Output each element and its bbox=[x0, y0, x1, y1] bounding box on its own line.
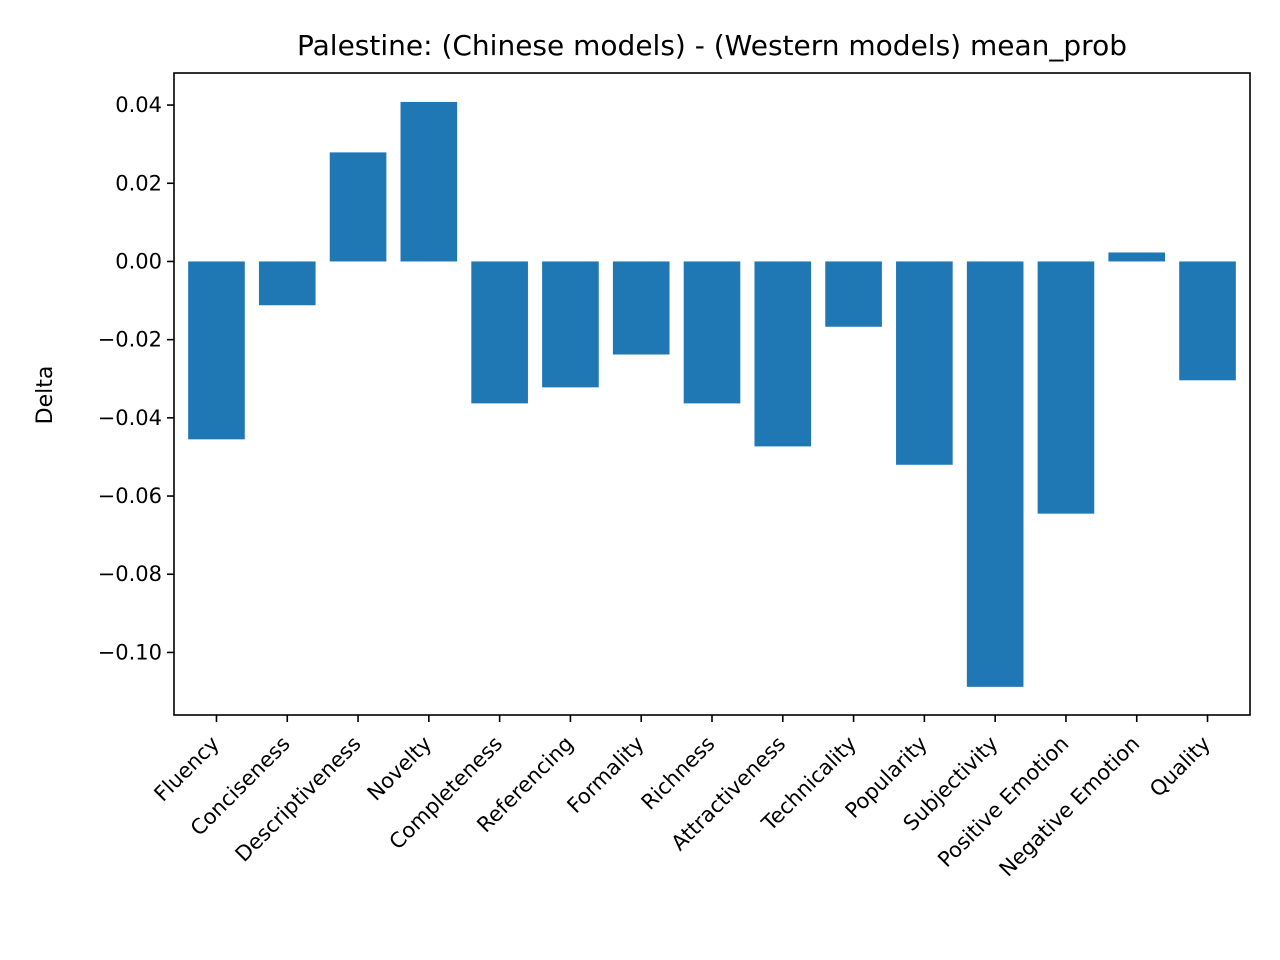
bar-subjectivity bbox=[966, 261, 1024, 687]
y-tick-label: 0.04 bbox=[115, 93, 162, 117]
bars-group bbox=[188, 101, 1236, 687]
y-tick-label: 0.02 bbox=[115, 171, 162, 195]
bar-richness bbox=[683, 261, 741, 404]
bar-formality bbox=[612, 261, 670, 355]
bar-fluency bbox=[188, 261, 245, 440]
bar-conciseness bbox=[258, 261, 316, 306]
bar-referencing bbox=[542, 261, 599, 388]
bar-novelty bbox=[400, 101, 458, 262]
y-tick-label: −0.02 bbox=[98, 328, 162, 352]
bar-attractiveness bbox=[754, 261, 812, 447]
bar-completeness bbox=[471, 261, 528, 404]
bar-positive-emotion bbox=[1037, 261, 1095, 514]
y-tick-label: −0.04 bbox=[98, 406, 162, 430]
y-tick-label: −0.08 bbox=[98, 562, 162, 586]
bar-descriptiveness bbox=[329, 152, 387, 262]
bar-technicality bbox=[825, 261, 882, 327]
chart-title: Palestine: (Chinese models) - (Western m… bbox=[297, 29, 1127, 62]
y-axis: 0.04 0.02 0.00 −0.02 −0.04 −0.06 −0.08 −0.10 bbox=[98, 93, 174, 664]
plot-area bbox=[173, 72, 1251, 716]
y-tick-label: 0.00 bbox=[115, 249, 162, 273]
bar-quality bbox=[1179, 261, 1236, 381]
y-tick-label: −0.10 bbox=[98, 640, 162, 664]
bar-negative-emotion bbox=[1108, 252, 1166, 262]
y-tick-label: −0.06 bbox=[98, 484, 162, 508]
y-axis-label: Delta bbox=[33, 366, 58, 425]
bar-popularity bbox=[896, 261, 953, 465]
